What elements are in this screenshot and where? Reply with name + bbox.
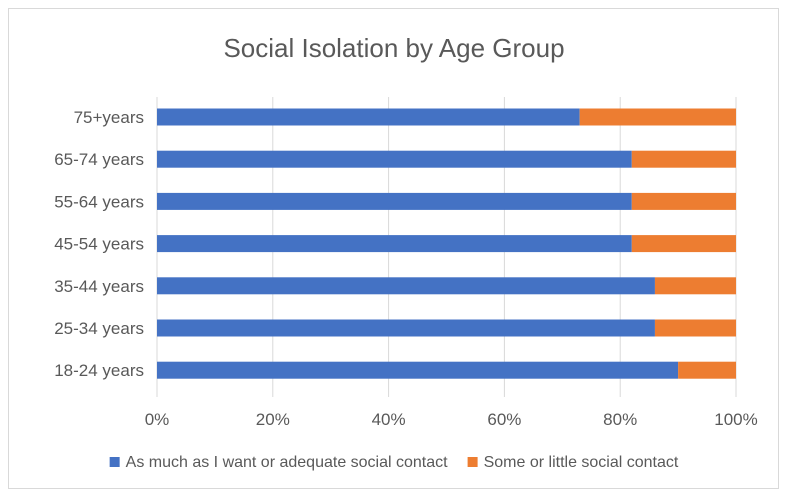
bar-segment-series-1 xyxy=(579,108,736,126)
legend-swatch xyxy=(467,457,478,467)
legend-label: As much as I want or adequate social con… xyxy=(126,454,449,471)
bar-segment-series-0 xyxy=(157,277,655,295)
bar-segment-series-1 xyxy=(631,192,736,210)
category-label: 55-64 years xyxy=(54,192,144,211)
legend-swatch xyxy=(109,457,120,467)
legend-label: Some or little social contact xyxy=(484,454,679,471)
x-tick-label: 40% xyxy=(372,410,406,429)
bar-segment-series-0 xyxy=(157,235,632,253)
x-tick-label: 60% xyxy=(487,410,521,429)
bars xyxy=(157,108,736,379)
x-tick-label: 20% xyxy=(256,410,290,429)
bar-segment-series-0 xyxy=(157,319,655,337)
chart-svg: Social Isolation by Age Group 75+years 65… xyxy=(54,33,758,471)
category-label: 25-34 years xyxy=(54,319,144,338)
bar-segment-series-1 xyxy=(631,235,736,253)
chart-frame: Social Isolation by Age Group 75+years 65… xyxy=(8,8,779,489)
bar-segment-series-1 xyxy=(654,277,736,295)
category-label: 35-44 years xyxy=(54,277,144,296)
category-label: 18-24 years xyxy=(54,361,144,380)
category-label: 75+years xyxy=(74,108,144,127)
bar-segment-series-1 xyxy=(654,319,736,337)
bar-segment-series-0 xyxy=(157,361,679,379)
bar-segment-series-0 xyxy=(157,108,580,126)
x-axis-tick-labels: 0% 20% 40% 60% 80% 100% xyxy=(145,410,758,429)
legend: As much as I want or adequate social con… xyxy=(109,454,679,471)
bar-segment-series-0 xyxy=(157,192,632,210)
category-label: 65-74 years xyxy=(54,150,144,169)
category-label: 45-54 years xyxy=(54,235,144,254)
chart-title: Social Isolation by Age Group xyxy=(223,33,564,63)
bar-segment-series-1 xyxy=(631,150,736,168)
bar-segment-series-0 xyxy=(157,150,632,168)
x-tick-label: 100% xyxy=(714,410,757,429)
x-tick-label: 80% xyxy=(603,410,637,429)
bar-segment-series-1 xyxy=(678,361,736,379)
category-labels: 75+years 65-74 years 55-64 years 45-54 year… xyxy=(54,108,144,380)
x-tick-label: 0% xyxy=(145,410,170,429)
